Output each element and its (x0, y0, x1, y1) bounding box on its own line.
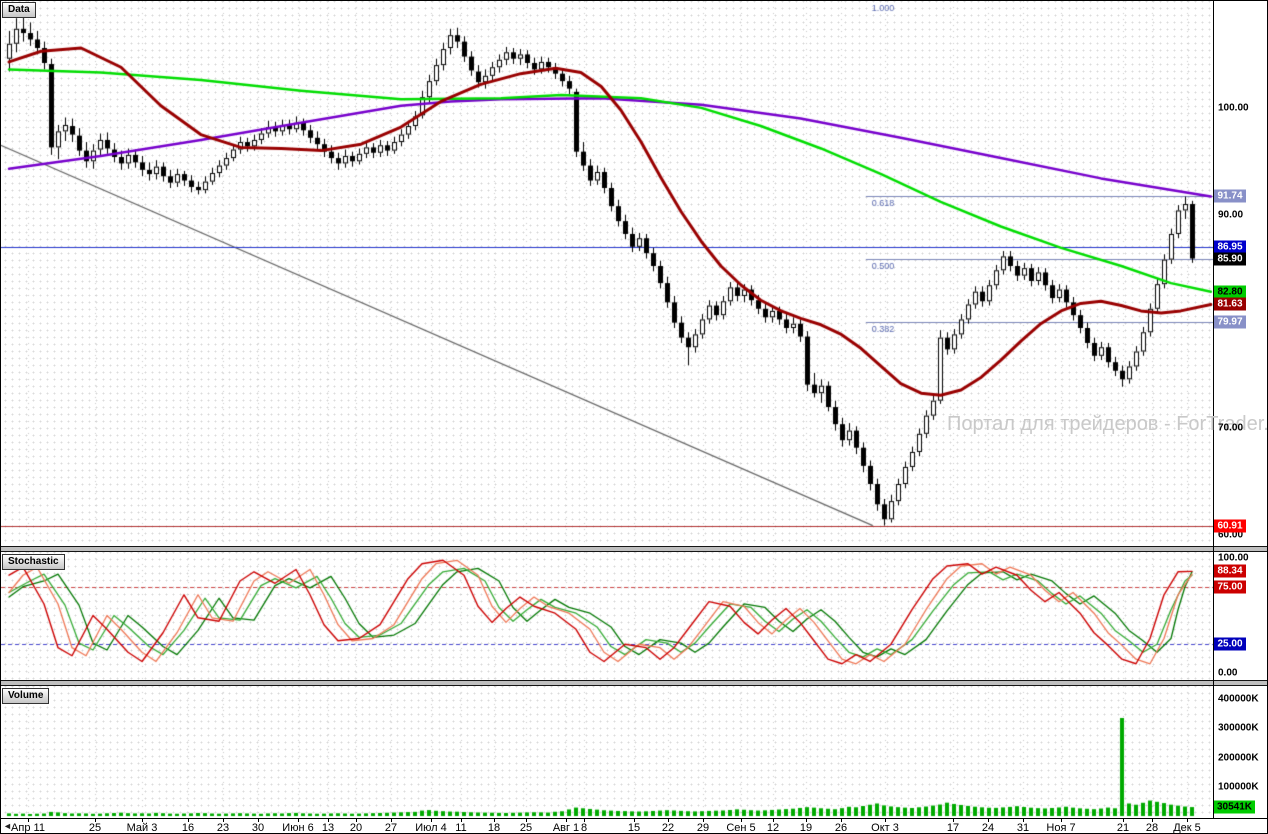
x-axis-tick-label: 20 (349, 822, 363, 834)
x-axis-tick-label: Май 3 (126, 822, 158, 834)
x-axis-tick-label: Июн 6 (282, 822, 314, 834)
price-value-tag: 91.74 (1214, 189, 1246, 203)
x-axis-tick-mark (566, 819, 567, 822)
x-axis-tick-mark (988, 819, 989, 822)
plot-right-border (1213, 1, 1214, 818)
x-axis-tick-mark (298, 819, 299, 822)
stochastic-chart-canvas[interactable] (1, 552, 1214, 680)
x-axis-tick-label: 19 (799, 822, 813, 834)
x-axis-tick-label: 25 (519, 822, 533, 834)
x-axis-tick-label: 31 (1016, 822, 1030, 834)
watermark-text: Портал для трейдеров - ForTrader.org (947, 413, 1268, 435)
vol-axis-label: 400000K (1218, 693, 1259, 705)
vol-value-tag: 30541K (1214, 800, 1256, 814)
x-axis-tick-mark (328, 819, 329, 822)
price-value-tag: 86.95 (1214, 240, 1246, 254)
x-axis-tick-label: Ноя 7 (1046, 822, 1076, 834)
x-axis-tick-mark (1123, 819, 1124, 822)
price-value-tag: 82.80 (1214, 285, 1246, 299)
x-axis-tick-mark (1023, 819, 1024, 822)
x-axis-tick-mark (95, 819, 96, 822)
x-axis-tick-label: 8 (580, 822, 588, 834)
x-axis-tick-mark (526, 819, 527, 822)
scroll-left-icon[interactable]: ◄ (3, 821, 12, 831)
x-axis-tick-label: 26 (834, 822, 848, 834)
x-axis-tick-label: 11 (455, 822, 467, 834)
panel-splitter-stochastic-volume[interactable] (1, 680, 1267, 686)
x-axis-tick-mark (1152, 819, 1153, 822)
x-axis-tick-mark (494, 819, 495, 822)
x-axis-tick-label: 28 (1145, 822, 1159, 834)
x-axis-tick-label: 25 (88, 822, 102, 834)
stoch-value-tag: 75.00 (1214, 580, 1246, 594)
x-axis-tick-mark (258, 819, 259, 822)
x-axis-tick-label: Сен 5 (726, 822, 756, 834)
x-axis-tick-label: Дек 5 (1173, 822, 1201, 834)
x-axis: Апр 11 25 Май 3 16 23 30 Июн 6 13 20 27 Июл 4 11 18 2… (1, 818, 1267, 834)
x-axis-tick-label: 16 (181, 822, 195, 834)
x-axis-tick-label: 21 (1116, 822, 1130, 834)
x-axis-tick-label: Июл 4 (415, 822, 447, 834)
vol-axis-label: 100000K (1218, 781, 1259, 793)
x-axis-tick-label: 17 (946, 822, 960, 834)
price-value-tag: 81.63 (1214, 297, 1246, 311)
stoch-value-tag: 88.34 (1214, 564, 1246, 578)
x-axis-tick-label: 24 (981, 822, 995, 834)
volume-chart-canvas[interactable] (1, 686, 1214, 818)
x-axis-tick-mark (1187, 819, 1188, 822)
panel-splitter-price-stochastic[interactable] (1, 546, 1267, 552)
vol-axis-label: 300000K (1218, 722, 1259, 734)
x-axis-tick-mark (1061, 819, 1062, 822)
x-axis-tick-mark (841, 819, 842, 822)
stoch-value-tag: 25.00 (1214, 637, 1246, 651)
price-value-tag: 85.90 (1214, 252, 1246, 266)
price-panel-title-tab[interactable]: Data (2, 2, 36, 18)
x-axis-tick-label: Окт 3 (871, 822, 899, 834)
stoch-axis-label: 100.00 (1218, 552, 1249, 564)
x-axis-tick-mark (223, 819, 224, 822)
stoch-axis-label: 0.00 (1218, 667, 1238, 679)
x-axis-tick-label: 18 (487, 822, 501, 834)
x-axis-tick-label: 13 (321, 822, 335, 834)
x-axis-tick-label: 22 (661, 822, 675, 834)
x-axis-tick-label: Авг 1 (552, 822, 580, 834)
x-axis-tick-label: Апр 11 (11, 822, 45, 834)
x-axis-tick-label: 30 (251, 822, 265, 834)
x-axis-tick-mark (953, 819, 954, 822)
price-chart-canvas[interactable] (1, 1, 1214, 546)
price-axis-label: 90.00 (1218, 209, 1244, 221)
price-value-tag: 79.97 (1214, 315, 1246, 329)
price-axis-label: 100.00 (1218, 102, 1249, 114)
x-axis-tick-mark (885, 819, 886, 822)
x-axis-tick-mark (461, 819, 462, 822)
x-axis-tick-mark (28, 819, 29, 822)
x-axis-tick-mark (703, 819, 704, 822)
x-axis-tick-label: 12 (766, 822, 780, 834)
x-axis-tick-mark (741, 819, 742, 822)
x-axis-tick-mark (634, 819, 635, 822)
x-axis-tick-mark (806, 819, 807, 822)
x-axis-tick-mark (584, 819, 585, 822)
x-axis-tick-mark (773, 819, 774, 822)
stochastic-panel-title-tab[interactable]: Stochastic (2, 554, 65, 570)
volume-panel-title-tab[interactable]: Volume (2, 688, 50, 704)
price-axis-label: 60.00 (1218, 529, 1244, 541)
x-axis-tick-mark (431, 819, 432, 822)
x-axis-tick-mark (391, 819, 392, 822)
price-value-tag: 60.91 (1214, 519, 1246, 533)
x-axis-tick-label: 15 (627, 822, 641, 834)
x-axis-tick-mark (188, 819, 189, 822)
x-axis-tick-label: 29 (696, 822, 710, 834)
x-axis-tick-label: 23 (216, 822, 230, 834)
x-axis-tick-label: 27 (384, 822, 398, 834)
x-axis-tick-mark (668, 819, 669, 822)
x-axis-tick-mark (142, 819, 143, 822)
vol-axis-label: 200000K (1218, 752, 1259, 763)
x-axis-tick-mark (356, 819, 357, 822)
